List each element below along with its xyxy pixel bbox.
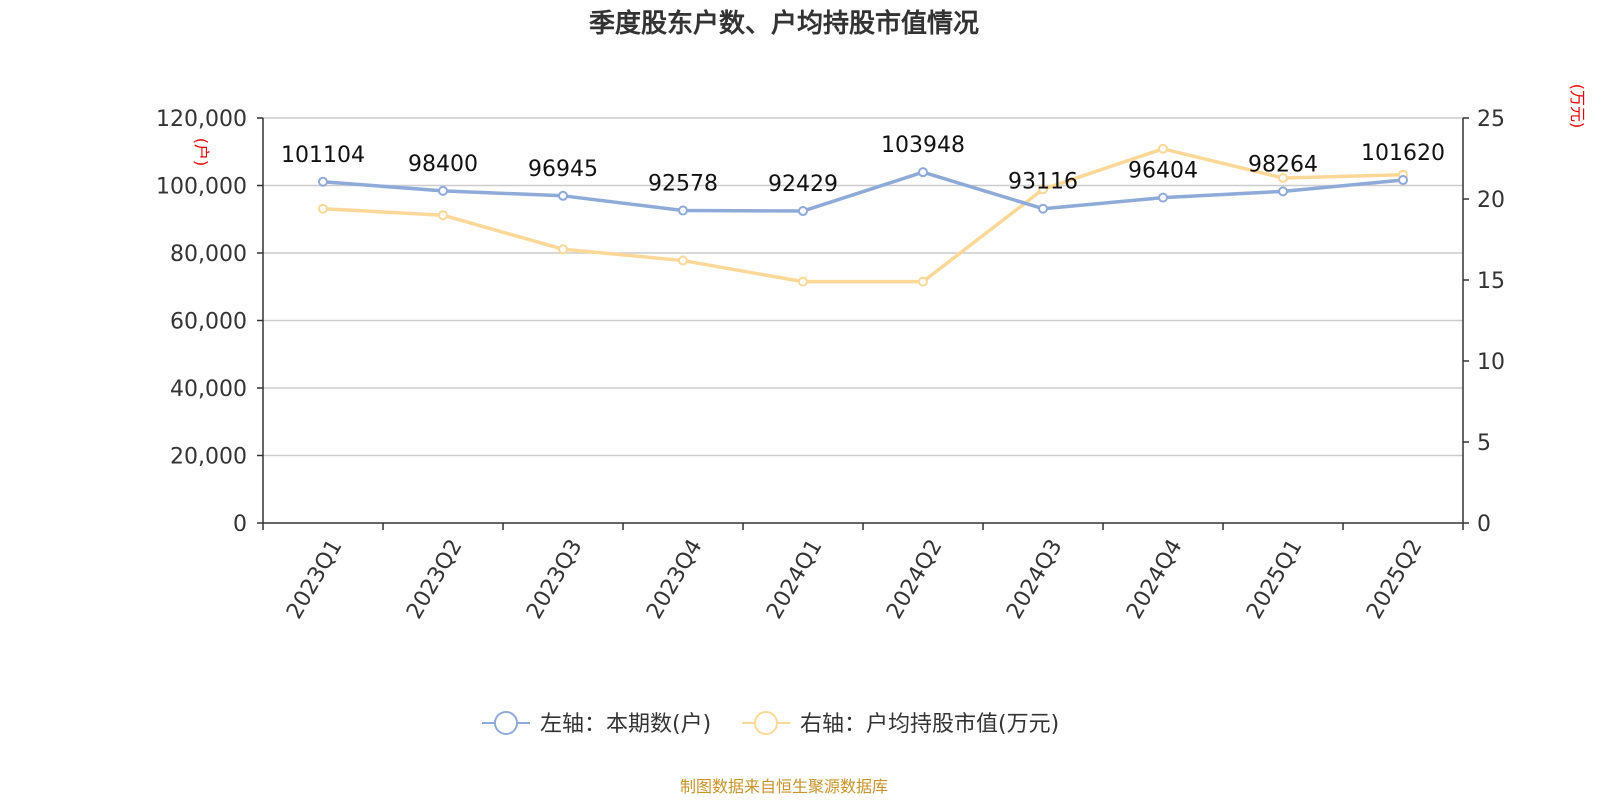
x-tick-label: 2024Q4 xyxy=(1122,535,1187,623)
data-label: 96404 xyxy=(1128,159,1198,184)
left-tick-label: 80,000 xyxy=(170,242,247,267)
left-series-point xyxy=(1398,175,1408,186)
left-tick-label: 0 xyxy=(233,512,247,537)
right-series-point xyxy=(798,276,808,287)
data-label: 98264 xyxy=(1248,152,1318,177)
source-note: 制图数据来自恒生聚源数据库 xyxy=(680,777,888,796)
data-label: 98400 xyxy=(408,152,478,177)
right-series-line xyxy=(322,147,1404,284)
legend-marker xyxy=(494,711,518,735)
left-series-point xyxy=(1038,203,1048,214)
legend-marker xyxy=(754,711,778,735)
right-tick-label: 25 xyxy=(1477,107,1505,132)
legend-item[interactable]: 左轴：本期数(户) xyxy=(482,711,711,737)
data-labels: 101104 98400 96945 92578 92429 103948 93116 964… xyxy=(281,133,1445,197)
right-axis-unit: (万元) xyxy=(1568,84,1587,129)
left-series-point xyxy=(318,176,328,187)
left-series-point xyxy=(1158,192,1168,203)
left-axis-unit: (户) xyxy=(192,138,211,167)
x-tick-label: 2023Q4 xyxy=(642,535,707,623)
right-tick-label: 20 xyxy=(1477,188,1505,213)
x-tick-label: 2025Q1 xyxy=(1242,535,1307,623)
x-tick-label: 2024Q3 xyxy=(1002,535,1067,623)
right-series-point xyxy=(918,276,928,287)
x-tick-label: 2024Q2 xyxy=(882,535,947,623)
x-tick-label: 2023Q3 xyxy=(522,535,587,623)
data-label: 93116 xyxy=(1008,170,1078,195)
series xyxy=(318,143,1408,287)
right-tick-label: 0 xyxy=(1477,512,1491,537)
right-series-point xyxy=(558,244,568,255)
right-series-point xyxy=(1278,172,1288,183)
left-series-point xyxy=(798,206,808,217)
left-tick-label: 40,000 xyxy=(170,377,247,402)
data-label: 92429 xyxy=(768,172,838,197)
x-tick-label: 2023Q1 xyxy=(282,535,347,623)
grid-lines xyxy=(263,117,1463,457)
right-series-point xyxy=(1038,184,1048,195)
right-series-point xyxy=(318,203,328,214)
legend-item[interactable]: 右轴：户均持股市值(万元) xyxy=(742,711,1059,737)
left-series-line xyxy=(322,170,1404,213)
data-label: 96945 xyxy=(528,157,598,182)
right-tick-label: 5 xyxy=(1477,431,1491,456)
left-tick-label: 120,000 xyxy=(156,107,247,132)
data-label: 92578 xyxy=(648,172,718,197)
data-label: 103948 xyxy=(881,133,965,158)
left-series-point xyxy=(438,185,448,196)
left-tick-label: 60,000 xyxy=(170,310,247,335)
right-series-point xyxy=(438,210,448,221)
left-series-point xyxy=(1278,186,1288,197)
left-series-point xyxy=(918,167,928,178)
left-series-point xyxy=(678,205,688,216)
right-series-point xyxy=(678,255,688,266)
right-tick-label: 15 xyxy=(1477,269,1505,294)
left-tick-label: 20,000 xyxy=(170,445,247,470)
left-tick-label: 100,000 xyxy=(156,175,247,200)
left-series-point xyxy=(558,190,568,201)
right-tick-label: 10 xyxy=(1477,350,1505,375)
legend[interactable]: 左轴：本期数(户) 右轴：户均持股市值(万元) xyxy=(482,711,1059,737)
chart-title: 季度股东户数、户均持股市值情况 xyxy=(589,8,979,39)
data-label: 101620 xyxy=(1361,141,1445,166)
legend-label: 左轴：本期数(户) xyxy=(540,712,711,737)
x-tick-label: 2024Q1 xyxy=(762,535,827,623)
data-label: 101104 xyxy=(281,143,365,168)
right-series-point xyxy=(1158,143,1168,154)
legend-label: 右轴：户均持股市值(万元) xyxy=(800,712,1059,737)
x-tick-label: 2023Q2 xyxy=(402,535,467,623)
x-tick-label: 2025Q2 xyxy=(1362,535,1427,623)
